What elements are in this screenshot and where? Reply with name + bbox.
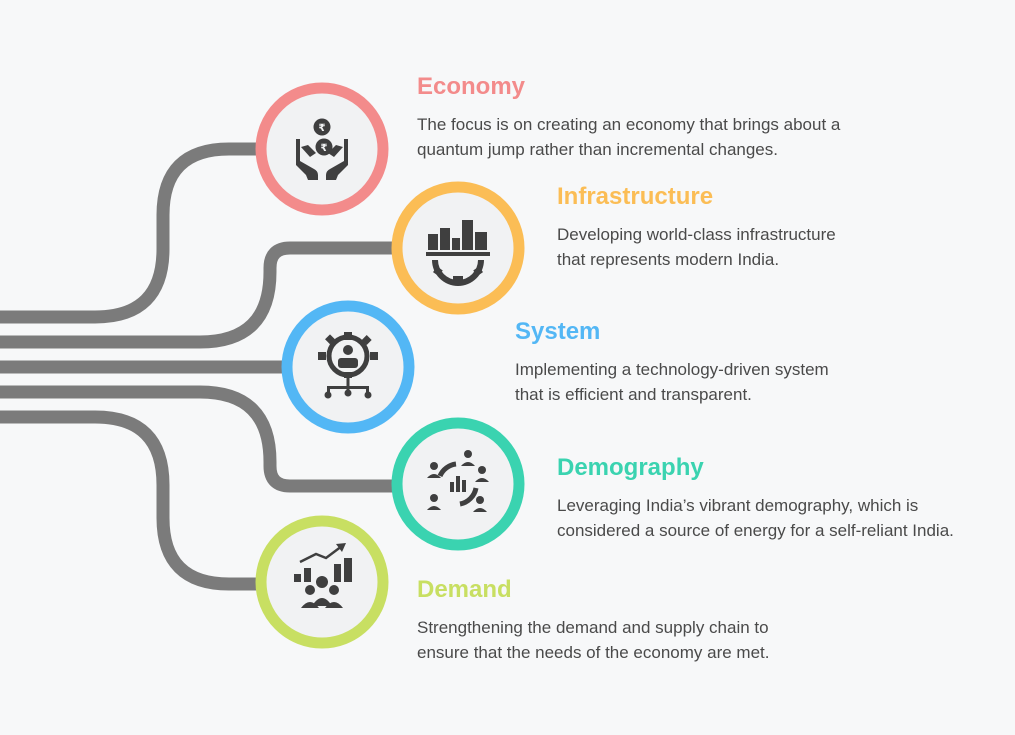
hands-holding-coins-icon: ₹ ₹ [296, 118, 348, 180]
infrastructure-description: Developing world-class infrastructure th… [557, 225, 836, 269]
demography-description: Leveraging India’s vibrant demography, w… [557, 496, 954, 540]
connector-demography [0, 385, 395, 493]
infrastructure-title: Infrastructure [557, 183, 714, 210]
svg-text:₹: ₹ [319, 123, 326, 134]
system-description: Implementing a technology-driven system … [515, 360, 829, 404]
system-node [281, 300, 415, 434]
gear-user-network-icon [318, 332, 378, 399]
economy-node: ₹ ₹ [255, 82, 389, 216]
svg-text:₹: ₹ [321, 143, 328, 154]
connector-infrastructure [0, 241, 395, 349]
demography-node [391, 417, 525, 551]
people-circle-chart-icon [427, 450, 489, 512]
infrastructure-node [391, 181, 525, 315]
growth-chart-crowd-icon [294, 543, 352, 608]
demand-description: Strengthening the demand and supply chai… [417, 618, 770, 662]
demand-title: Demand [417, 576, 512, 603]
city-on-gear-icon [426, 220, 490, 286]
connector-demand [0, 410, 265, 591]
demand-node [255, 515, 389, 649]
demography-title: Demography [557, 454, 704, 481]
economy-description: The focus is on creating an economy that… [417, 115, 841, 159]
economy-title: Economy [417, 73, 526, 100]
system-title: System [515, 318, 601, 345]
connector-economy [0, 142, 265, 324]
connector-lines [0, 142, 395, 591]
